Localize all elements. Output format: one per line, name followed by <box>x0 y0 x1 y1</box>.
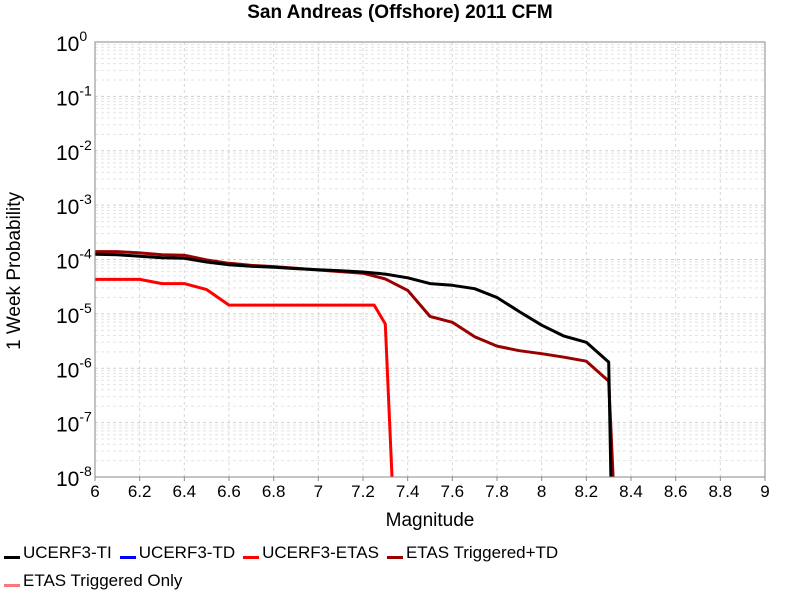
y-tick-label: 10-6 <box>56 354 92 382</box>
legend-swatch <box>243 556 259 559</box>
chart-title: San Andreas (Offshore) 2011 CFM <box>247 2 552 23</box>
x-tick-label: 7.2 <box>351 482 375 501</box>
x-axis-label: Magnitude <box>386 510 475 531</box>
legend-row: UCERF3-TI UCERF3-TD UCERF3-ETAS ETAS Tri… <box>4 539 796 567</box>
x-tick-label: 8.8 <box>709 482 733 501</box>
legend-label: UCERF3-TI <box>23 543 112 563</box>
legend-item-etas-triggered-only: ETAS Triggered Only <box>4 571 182 591</box>
legend-label: UCERF3-TD <box>139 543 235 563</box>
x-tick-label: 6.6 <box>217 482 241 501</box>
series-line-etas-triggered-td <box>95 252 613 477</box>
y-tick-label: 10-8 <box>56 463 92 491</box>
x-tick-label: 6.4 <box>173 482 197 501</box>
legend-item-ucerf3-etas: UCERF3-ETAS <box>243 543 379 563</box>
y-axis-label: 1 Week Probability <box>4 191 25 350</box>
y-tick-label: 10-2 <box>56 137 92 165</box>
y-tick-label: 10-3 <box>56 191 92 219</box>
legend-item-ucerf3-td: UCERF3-TD <box>120 543 235 563</box>
x-tick-label: 7.6 <box>441 482 465 501</box>
x-tick-label: 7 <box>314 482 323 501</box>
y-tick-label: 10-5 <box>56 300 92 328</box>
x-tick-label: 8 <box>537 482 546 501</box>
legend-label: UCERF3-ETAS <box>262 543 379 563</box>
legend-row: ETAS Triggered Only <box>4 567 796 595</box>
x-tick-label: 6.2 <box>128 482 152 501</box>
x-axis-ticks: 6 6.2 6.4 6.6 6.8 7 7.2 7.4 7.6 7.8 8 8.2 8.4 8.6 8.8 9 <box>90 477 769 501</box>
legend: UCERF3-TI UCERF3-TD UCERF3-ETAS ETAS Tri… <box>4 539 796 595</box>
legend-swatch <box>4 556 20 559</box>
y-tick-label: 10-1 <box>56 82 92 110</box>
x-tick-label: 7.8 <box>485 482 509 501</box>
legend-label: ETAS Triggered+TD <box>406 543 558 563</box>
legend-swatch <box>4 584 20 587</box>
legend-label: ETAS Triggered Only <box>23 571 182 591</box>
y-tick-label: 10-7 <box>56 409 92 437</box>
series-lines <box>95 252 613 477</box>
legend-item-ucerf3-ti: UCERF3-TI <box>4 543 112 563</box>
y-tick-label: 100 <box>56 28 87 56</box>
x-tick-label: 8.2 <box>575 482 599 501</box>
x-tick-label: 6.8 <box>262 482 286 501</box>
y-axis-ticks: 100 10-1 10-2 10-3 10-4 10-5 10-6 10-7 10-8 <box>56 28 92 491</box>
x-tick-label: 6 <box>90 482 99 501</box>
legend-swatch <box>120 556 136 559</box>
legend-item-etas-triggered-td: ETAS Triggered+TD <box>387 543 558 563</box>
y-tick-label: 10-4 <box>56 246 92 274</box>
legend-swatch <box>387 556 403 559</box>
x-tick-label: 7.4 <box>396 482 420 501</box>
x-tick-label: 8.6 <box>664 482 688 501</box>
x-tick-label: 9 <box>760 482 769 501</box>
x-tick-label: 8.4 <box>619 482 643 501</box>
